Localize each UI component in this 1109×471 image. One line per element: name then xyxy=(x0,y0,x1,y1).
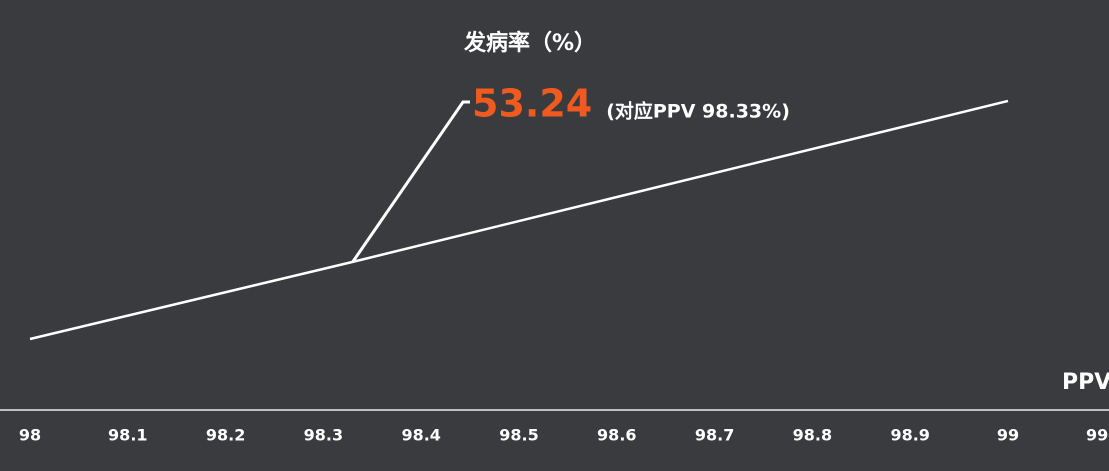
x-tick-label: 98.1 xyxy=(108,426,147,445)
annotation-value: 53.24 xyxy=(472,82,592,126)
x-tick-label: 98.7 xyxy=(695,426,734,445)
annotation-text: (对应PPV 98.33%) xyxy=(606,100,790,123)
x-tick-label: 98.9 xyxy=(890,426,929,445)
x-tick-label: 98 xyxy=(19,426,41,445)
x-tick-label: 99 xyxy=(997,426,1019,445)
chart-title: 发病率（%） xyxy=(463,30,596,56)
annotation-leader xyxy=(351,100,470,263)
x-tick-label: 98.2 xyxy=(206,426,245,445)
x-axis-label: PPV xyxy=(1062,370,1109,395)
x-tick-label: 98.4 xyxy=(401,426,440,445)
x-tick-label: 98.5 xyxy=(499,426,538,445)
x-tick-label: 98.8 xyxy=(793,426,832,445)
x-tick-label: 98.6 xyxy=(597,426,636,445)
x-tick-label: 99.1 xyxy=(1086,426,1109,445)
x-tick-label: 98.3 xyxy=(304,426,343,445)
